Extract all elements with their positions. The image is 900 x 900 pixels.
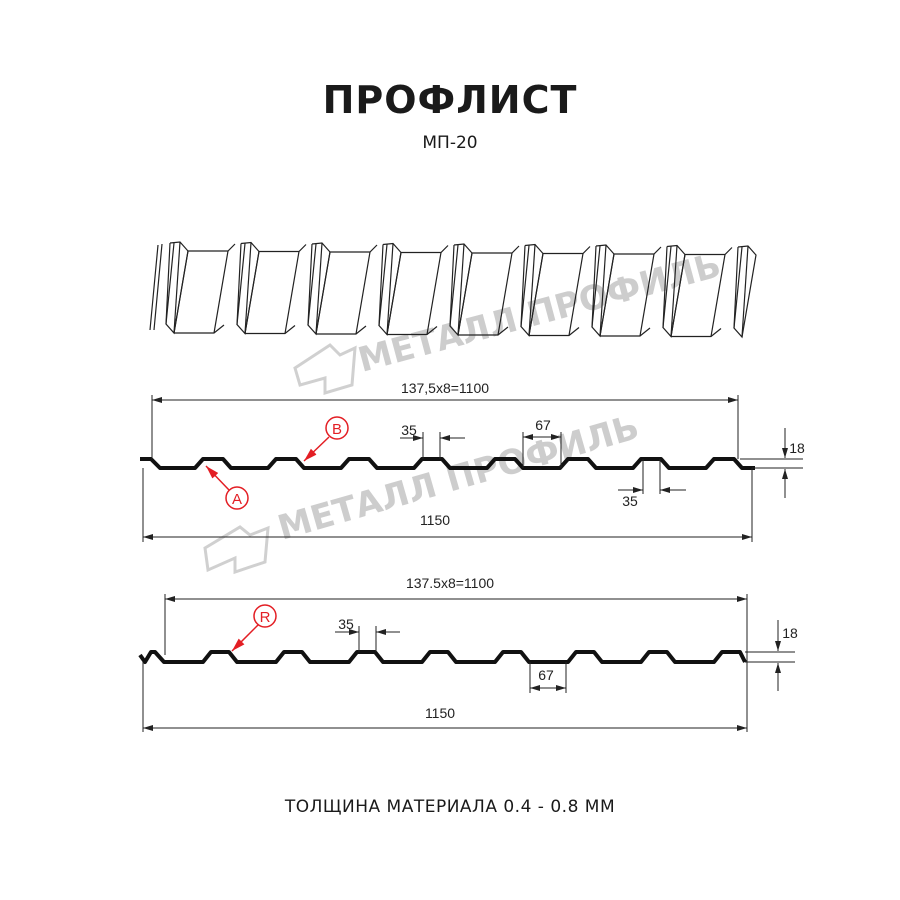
sheet-rib (472, 245, 520, 254)
sheet-rib (528, 244, 536, 336)
top-width-dim: 35 (401, 422, 417, 438)
sheet-rib (520, 245, 530, 327)
sheet-rib (330, 244, 378, 253)
sheet-rib (378, 244, 388, 326)
profile-r: 137.5x8=1100 1150 35 67 18 R (138, 575, 798, 732)
marker-a: A (232, 491, 242, 508)
marker-r: R (260, 609, 271, 626)
sheet-rib (355, 251, 371, 335)
page-title: ПРОФЛИСТ (322, 78, 578, 122)
sheet-rib (173, 250, 189, 334)
sheet-rib (174, 324, 225, 334)
watermark-logo-icon (203, 525, 270, 575)
sheet-rib (741, 245, 749, 338)
sheet-rib (614, 246, 662, 255)
sheet-rib (670, 245, 678, 337)
sheet-rib (457, 252, 473, 336)
height-dim: 18 (789, 440, 805, 456)
sheet-rib (528, 253, 544, 336)
material-thickness: ТОЛЩИНА МАТЕРИАЛА 0.4 - 0.8 ММ (284, 797, 616, 817)
sheet-rib (639, 253, 655, 337)
sheet-rib (710, 254, 726, 337)
sheet-rib (599, 244, 607, 337)
sheet-rib (662, 246, 672, 328)
sheet-rib (315, 242, 323, 335)
profile-a-b: 137,5x8=1100 1150 35 67 35 18 A B (140, 380, 805, 542)
bottom-width-dim: 67 (535, 417, 551, 433)
sheet-rib (213, 250, 229, 334)
sheet-rib (600, 327, 651, 337)
total-dim: 1150 (425, 705, 455, 721)
sheet-rib (244, 242, 252, 334)
sheet-rib (149, 244, 159, 331)
marker-r-circle (253, 604, 277, 628)
sheet-rib (401, 245, 449, 254)
page-subtitle: МП-20 (422, 133, 478, 153)
sheet-rib (173, 241, 181, 334)
sheet-rib (733, 245, 757, 339)
marker-b: B (332, 421, 342, 438)
sheet-rib (386, 243, 394, 335)
total-dim: 1150 (420, 512, 450, 528)
sheet-rib (568, 253, 584, 336)
sheet-rib (670, 254, 686, 337)
sheet-rib (188, 243, 236, 252)
sheet-rib (259, 244, 307, 253)
height-dim: 18 (782, 625, 798, 641)
sheet-rib (426, 252, 442, 335)
pitch-dim: 137.5x8=1100 (406, 575, 494, 591)
sheet-rib (671, 328, 722, 338)
sheet-rib (316, 325, 367, 335)
sheet-rib (315, 251, 331, 335)
sheet-rib (449, 244, 459, 327)
bottom-width-dim: 67 (538, 667, 554, 683)
sheet-rib (591, 245, 601, 328)
sheet-rib (284, 251, 300, 334)
watermark-logo-icon (293, 343, 357, 396)
profile-line (138, 650, 747, 664)
sheet-rib (307, 243, 317, 326)
sheet-rib (599, 253, 615, 337)
sheet-rib (153, 243, 163, 331)
sheet-rib (543, 246, 591, 255)
bottom-gap-dim: 35 (622, 493, 638, 509)
sheet-rib (236, 243, 246, 325)
profile-line (140, 457, 755, 470)
sheet-rib (457, 243, 465, 336)
pitch-dim: 137,5x8=1100 (401, 380, 489, 396)
sheet-rib (244, 251, 260, 334)
sheet-rib (386, 252, 402, 335)
sheet-rib (733, 246, 743, 329)
sheet-3d-view (149, 241, 757, 339)
watermark-2: МЕТАЛЛ ПРОФИЛЬ (203, 407, 644, 575)
top-width-dim: 35 (338, 616, 354, 632)
watermark-text: МЕТАЛЛ ПРОФИЛЬ (273, 407, 643, 548)
marker-b-circle (325, 416, 349, 440)
sheet-rib (165, 242, 175, 325)
sheet-rib (497, 252, 513, 336)
marker-a-circle (225, 486, 249, 510)
sheet-rib (245, 325, 296, 335)
